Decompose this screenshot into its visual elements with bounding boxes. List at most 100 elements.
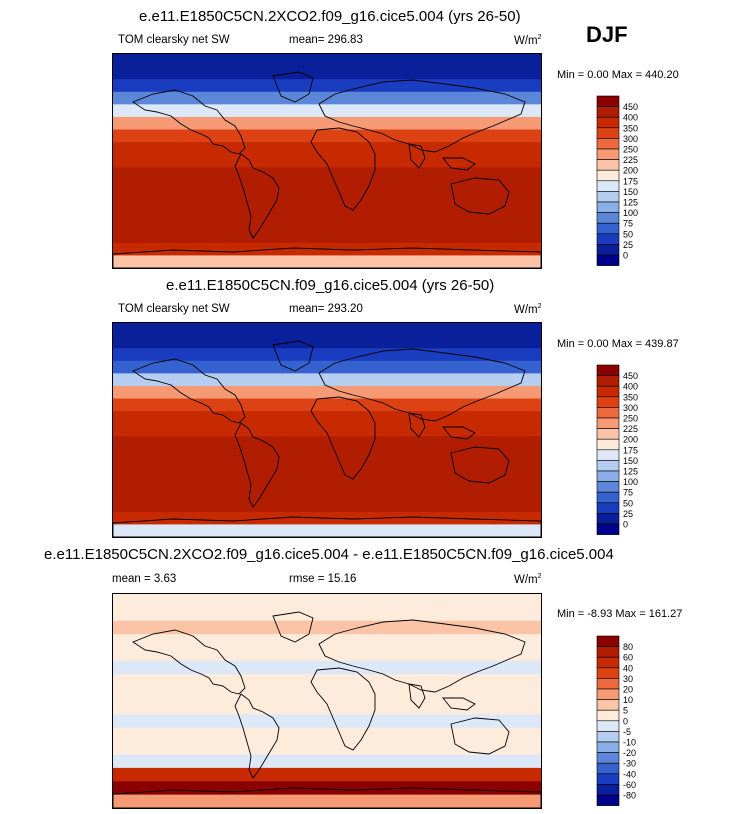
panel2-minmax: Min = 0.00 Max = 439.87 [557, 338, 679, 350]
colorbar-tick-label: 30 [623, 674, 633, 684]
zonal-band [113, 436, 541, 450]
colorbar-tick-label: -30 [623, 759, 636, 769]
coastline [113, 787, 541, 808]
colorbar-tick-label: 80 [623, 642, 633, 652]
colorbar-swatch [596, 762, 620, 775]
colorbar-swatch [596, 428, 620, 440]
zonal-band [113, 524, 541, 537]
zonal-band [113, 360, 541, 374]
coastline [272, 340, 314, 372]
panel3-colorbar: 80 60 40 30 20 10 5 0 -5 -10 -20 -30 -40 -60 -80 [596, 635, 677, 808]
colorbar-swatch [596, 523, 620, 535]
colorbar-tick-label: 150 [623, 187, 638, 197]
zonal-band [113, 104, 541, 118]
coastline [450, 717, 510, 755]
coastline [408, 143, 426, 169]
panel2-mean-label: mean= 293.20 [289, 303, 363, 315]
colorbar-tick-label: 75 [623, 219, 633, 229]
colorbar-tick-label: 350 [623, 392, 638, 402]
zonal-band [113, 499, 541, 513]
colorbar-tick-label: 300 [623, 134, 638, 144]
panel1-map [112, 53, 542, 269]
colorbar-swatch [596, 396, 620, 408]
colorbar-swatch [596, 159, 620, 171]
colorbar-tick-label: -60 [623, 780, 636, 790]
panel3-map-svg [113, 594, 541, 808]
zonal-band [113, 767, 541, 782]
colorbar-swatch [596, 180, 620, 192]
colorbar-swatch [596, 481, 620, 493]
panel3-title: e.e11.E1850C5CN.2XCO2.f09_g16.cice5.004 … [44, 546, 614, 563]
zonal-band [113, 129, 541, 143]
coastline [132, 629, 246, 695]
colorbar-tick-label: 225 [623, 424, 638, 434]
colorbar-swatch [596, 169, 620, 182]
zonal-band [113, 781, 541, 796]
panel2-colorbar: 450 400 350 300 250 225 200 175 150 125 100 75 50 25 0 [596, 364, 677, 537]
coastline [132, 89, 246, 155]
zonal-band [113, 701, 541, 715]
colorbar-swatch [596, 646, 620, 658]
colorbar-swatch [596, 417, 620, 429]
colorbar-swatch [596, 460, 620, 472]
panel1-mean-label: mean= 296.83 [289, 34, 363, 46]
zonal-band [113, 727, 541, 742]
panel2-units: W/m2 [514, 303, 542, 316]
coastline [318, 348, 526, 422]
zonal-band [113, 154, 541, 168]
zonal-band [113, 398, 541, 412]
zonal-band [113, 714, 541, 729]
colorbar-swatch [596, 773, 620, 785]
colorbar-swatch [596, 678, 620, 690]
panel3-minmax: Min = -8.93 Max = 161.27 [557, 608, 683, 620]
coastline [310, 127, 376, 211]
colorbar-swatch [596, 191, 620, 203]
colorbar-tick-label: 450 [623, 371, 638, 381]
coastline [234, 693, 280, 779]
zonal-band [113, 647, 541, 662]
colorbar-tick-label: -20 [623, 748, 636, 758]
zonal-band [113, 323, 541, 337]
colorbar-swatch [596, 148, 620, 160]
colorbar-tick-label: 200 [623, 435, 638, 445]
zonal-band [113, 192, 541, 206]
colorbar-swatch [596, 95, 620, 107]
zonal-band [113, 741, 541, 756]
colorbar-tick-label: 25 [623, 509, 633, 519]
colorbar-tick-label: 25 [623, 240, 633, 250]
zonal-band [113, 474, 541, 488]
zonal-band [113, 167, 541, 181]
zonal-band [113, 486, 541, 500]
colorbar-swatch [596, 491, 620, 504]
colorbar-tick-label: 400 [623, 382, 638, 392]
colorbar-tick-label: 20 [623, 685, 633, 695]
colorbar-swatch [596, 364, 620, 376]
zonal-band [113, 607, 541, 622]
panel3-map [112, 593, 542, 809]
panel1-variable-label: TOM clearsky net SW [118, 34, 230, 46]
colorbar-swatch [596, 784, 620, 796]
zonal-band [113, 142, 541, 156]
zonal-band [113, 66, 541, 80]
zonal-band [113, 255, 541, 268]
coastline [234, 153, 280, 239]
zonal-band [113, 620, 541, 635]
coastline [450, 446, 510, 484]
colorbar-swatch [596, 502, 620, 514]
colorbar-swatch [596, 233, 620, 245]
panel2-title: e.e11.E1850C5CN.f09_g16.cice5.004 (yrs 2… [166, 277, 495, 294]
coastline [442, 157, 476, 171]
colorbar-tick-label: 50 [623, 229, 633, 239]
colorbar-tick-label: 175 [623, 445, 638, 455]
coastline [310, 667, 376, 751]
colorbar-tick-label: 175 [623, 176, 638, 186]
zonal-band [113, 461, 541, 475]
zonal-band [113, 91, 541, 105]
zonal-band [113, 687, 541, 702]
colorbar-tick-label: 0 [623, 716, 628, 726]
colorbar-tick-label: 40 [623, 663, 633, 673]
colorbar-tick-label: -40 [623, 769, 636, 779]
